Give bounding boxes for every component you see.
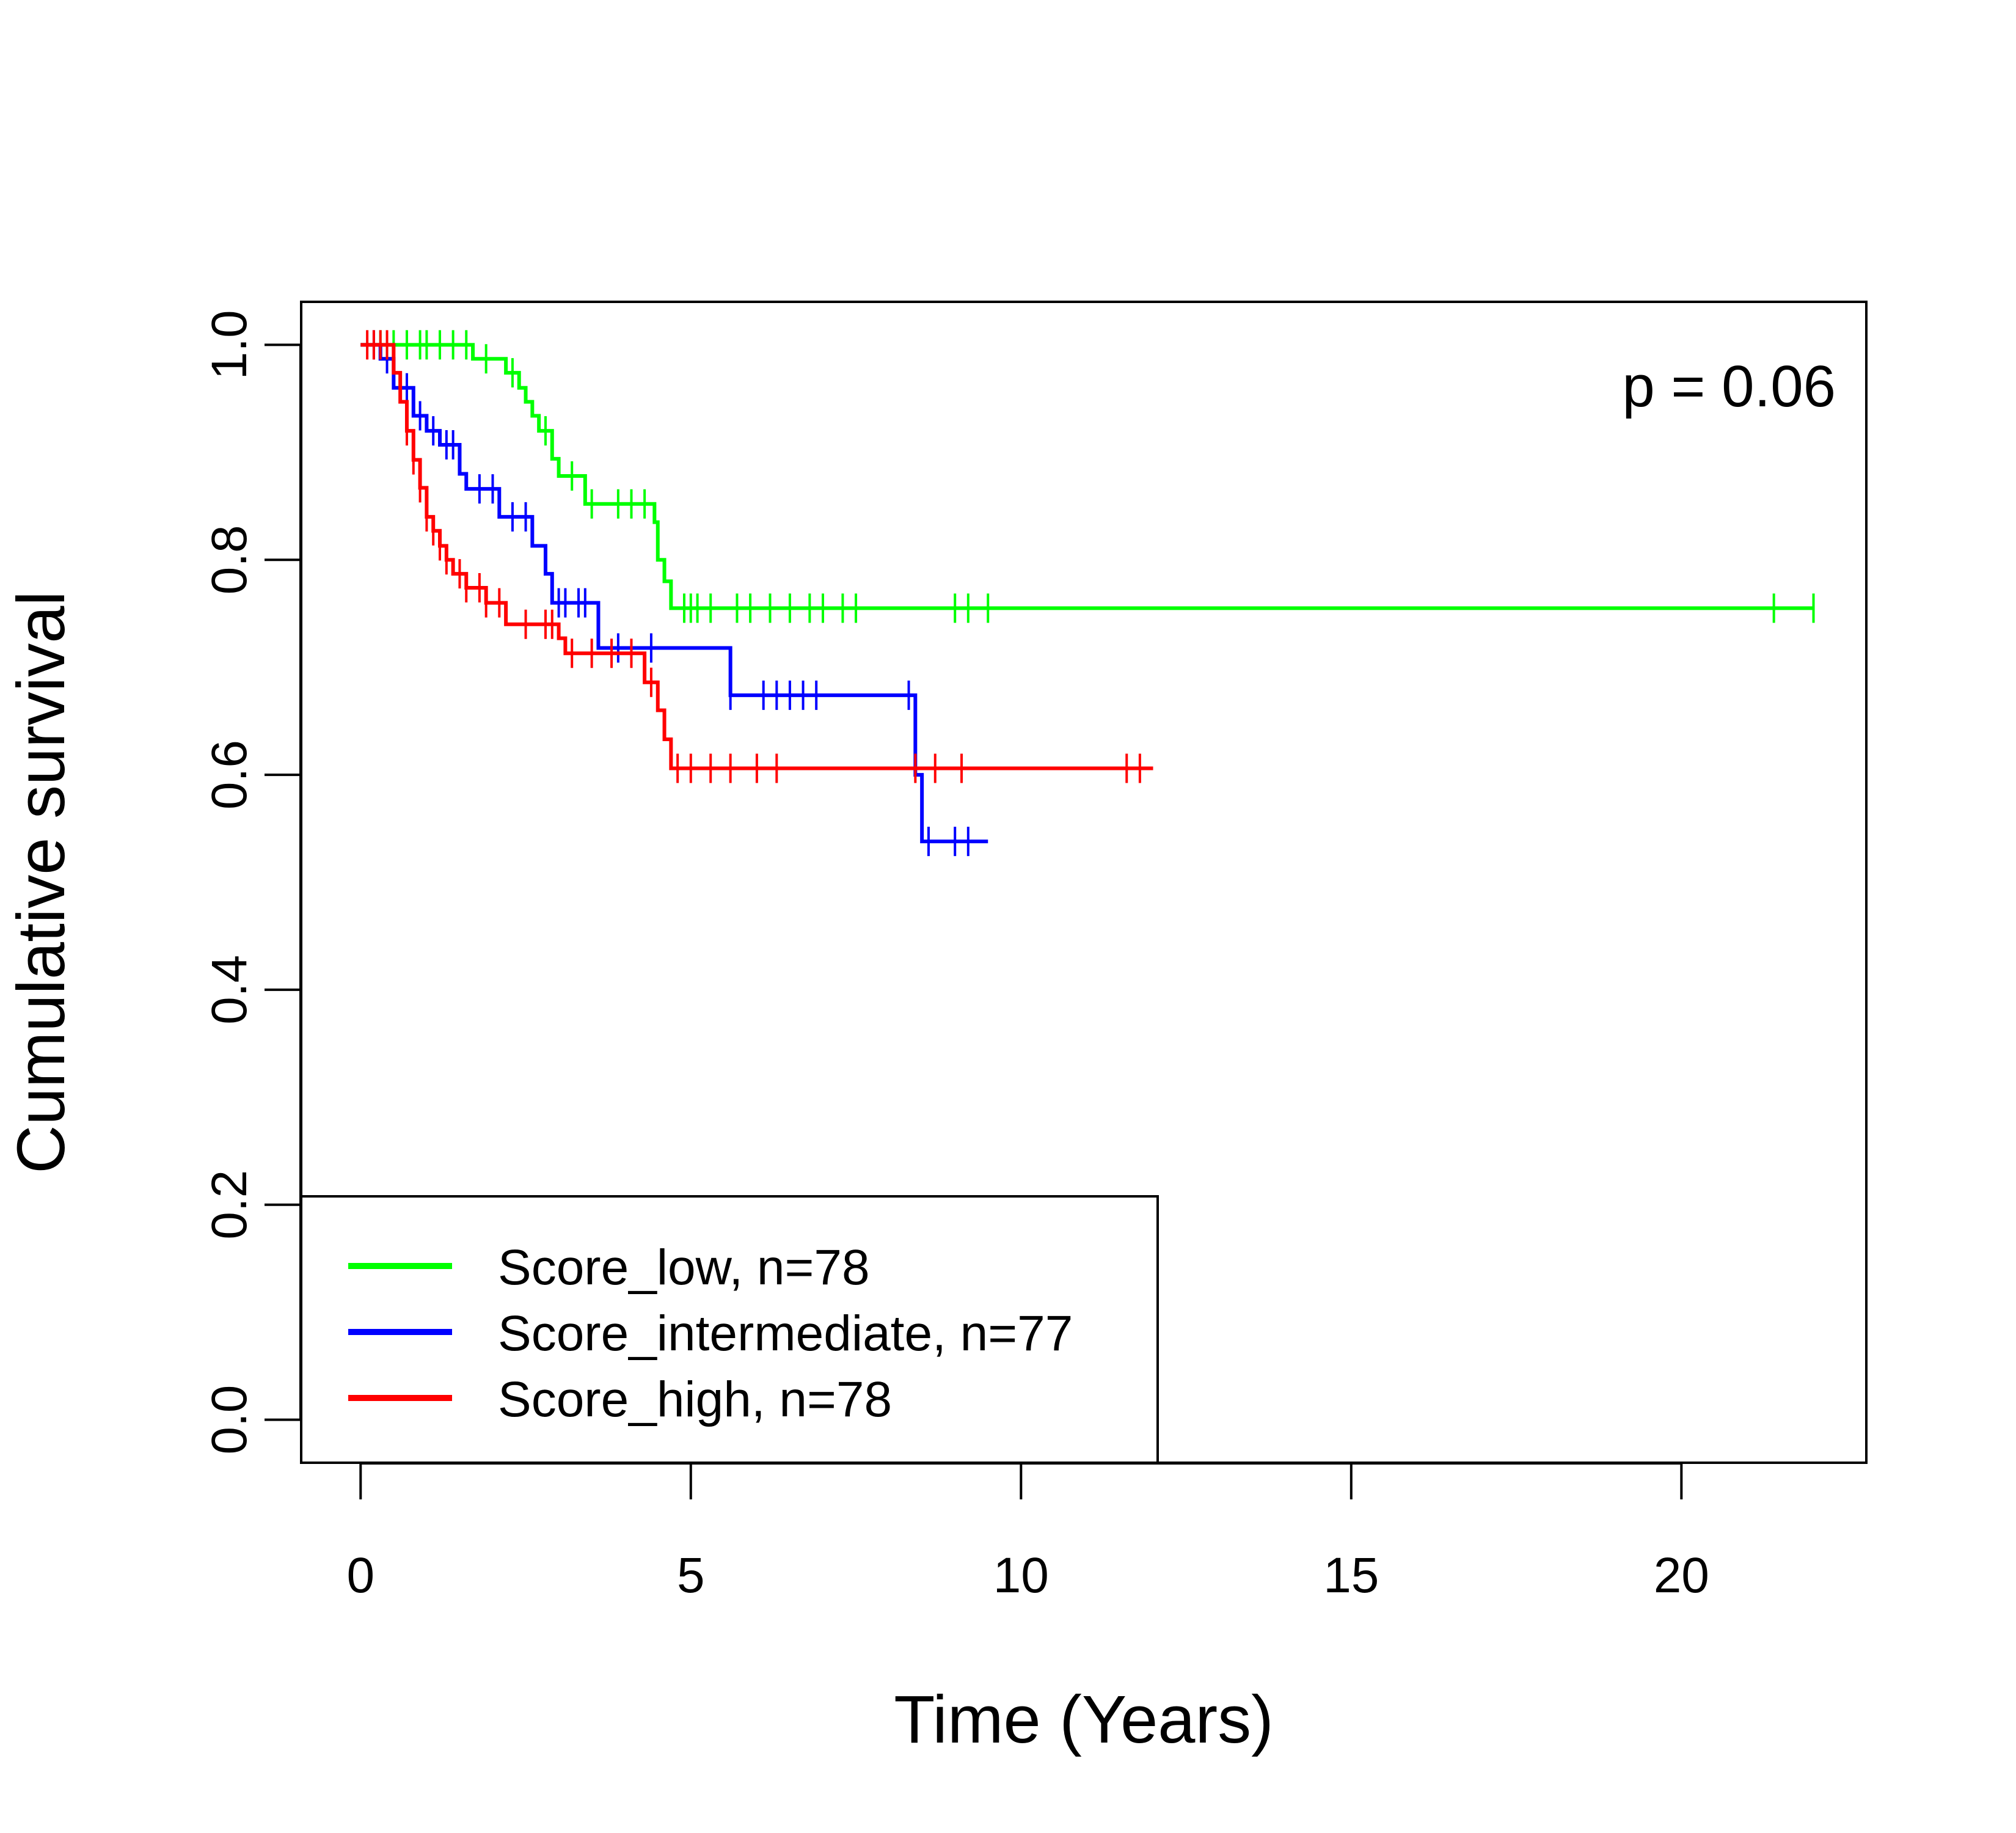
y-tick-label: 0.0 (202, 1385, 257, 1455)
legend-label-low: Score_low, n=78 (498, 1240, 870, 1295)
x-axis-title: Time (Years) (894, 1682, 1273, 1757)
legend-label-high: Score_high, n=78 (498, 1372, 892, 1427)
legend-label-intermediate: Score_intermediate, n=77 (498, 1306, 1073, 1361)
x-tick-label: 0 (346, 1548, 374, 1603)
series-2 (360, 330, 1153, 783)
series-1 (360, 330, 988, 857)
y-tick-label: 0.6 (202, 740, 257, 810)
x-axis: 0 5 10 15 20 (346, 1462, 1709, 1603)
y-tick-label: 1.0 (202, 310, 257, 379)
y-tick-label: 0.8 (202, 525, 257, 595)
survival-curve (360, 343, 1814, 610)
series-0 (360, 330, 1815, 623)
legend: Score_low, n=78 Score_intermediate, n=77… (300, 1195, 1159, 1464)
p-value-annotation: p = 0.06 (1622, 354, 1836, 419)
x-tick-label: 5 (677, 1548, 705, 1603)
y-tick-label: 0.2 (202, 1170, 257, 1240)
x-tick-label: 15 (1323, 1548, 1379, 1603)
y-tick-label: 0.4 (202, 955, 257, 1025)
y-axis: 0.0 0.2 0.4 0.6 0.8 1.0 (202, 310, 302, 1455)
series-layer (360, 330, 1815, 857)
y-axis-title: Cumulative survival (4, 591, 79, 1174)
x-tick-label: 20 (1654, 1548, 1709, 1603)
survival-curve (360, 343, 1153, 770)
x-tick-label: 10 (993, 1548, 1049, 1603)
